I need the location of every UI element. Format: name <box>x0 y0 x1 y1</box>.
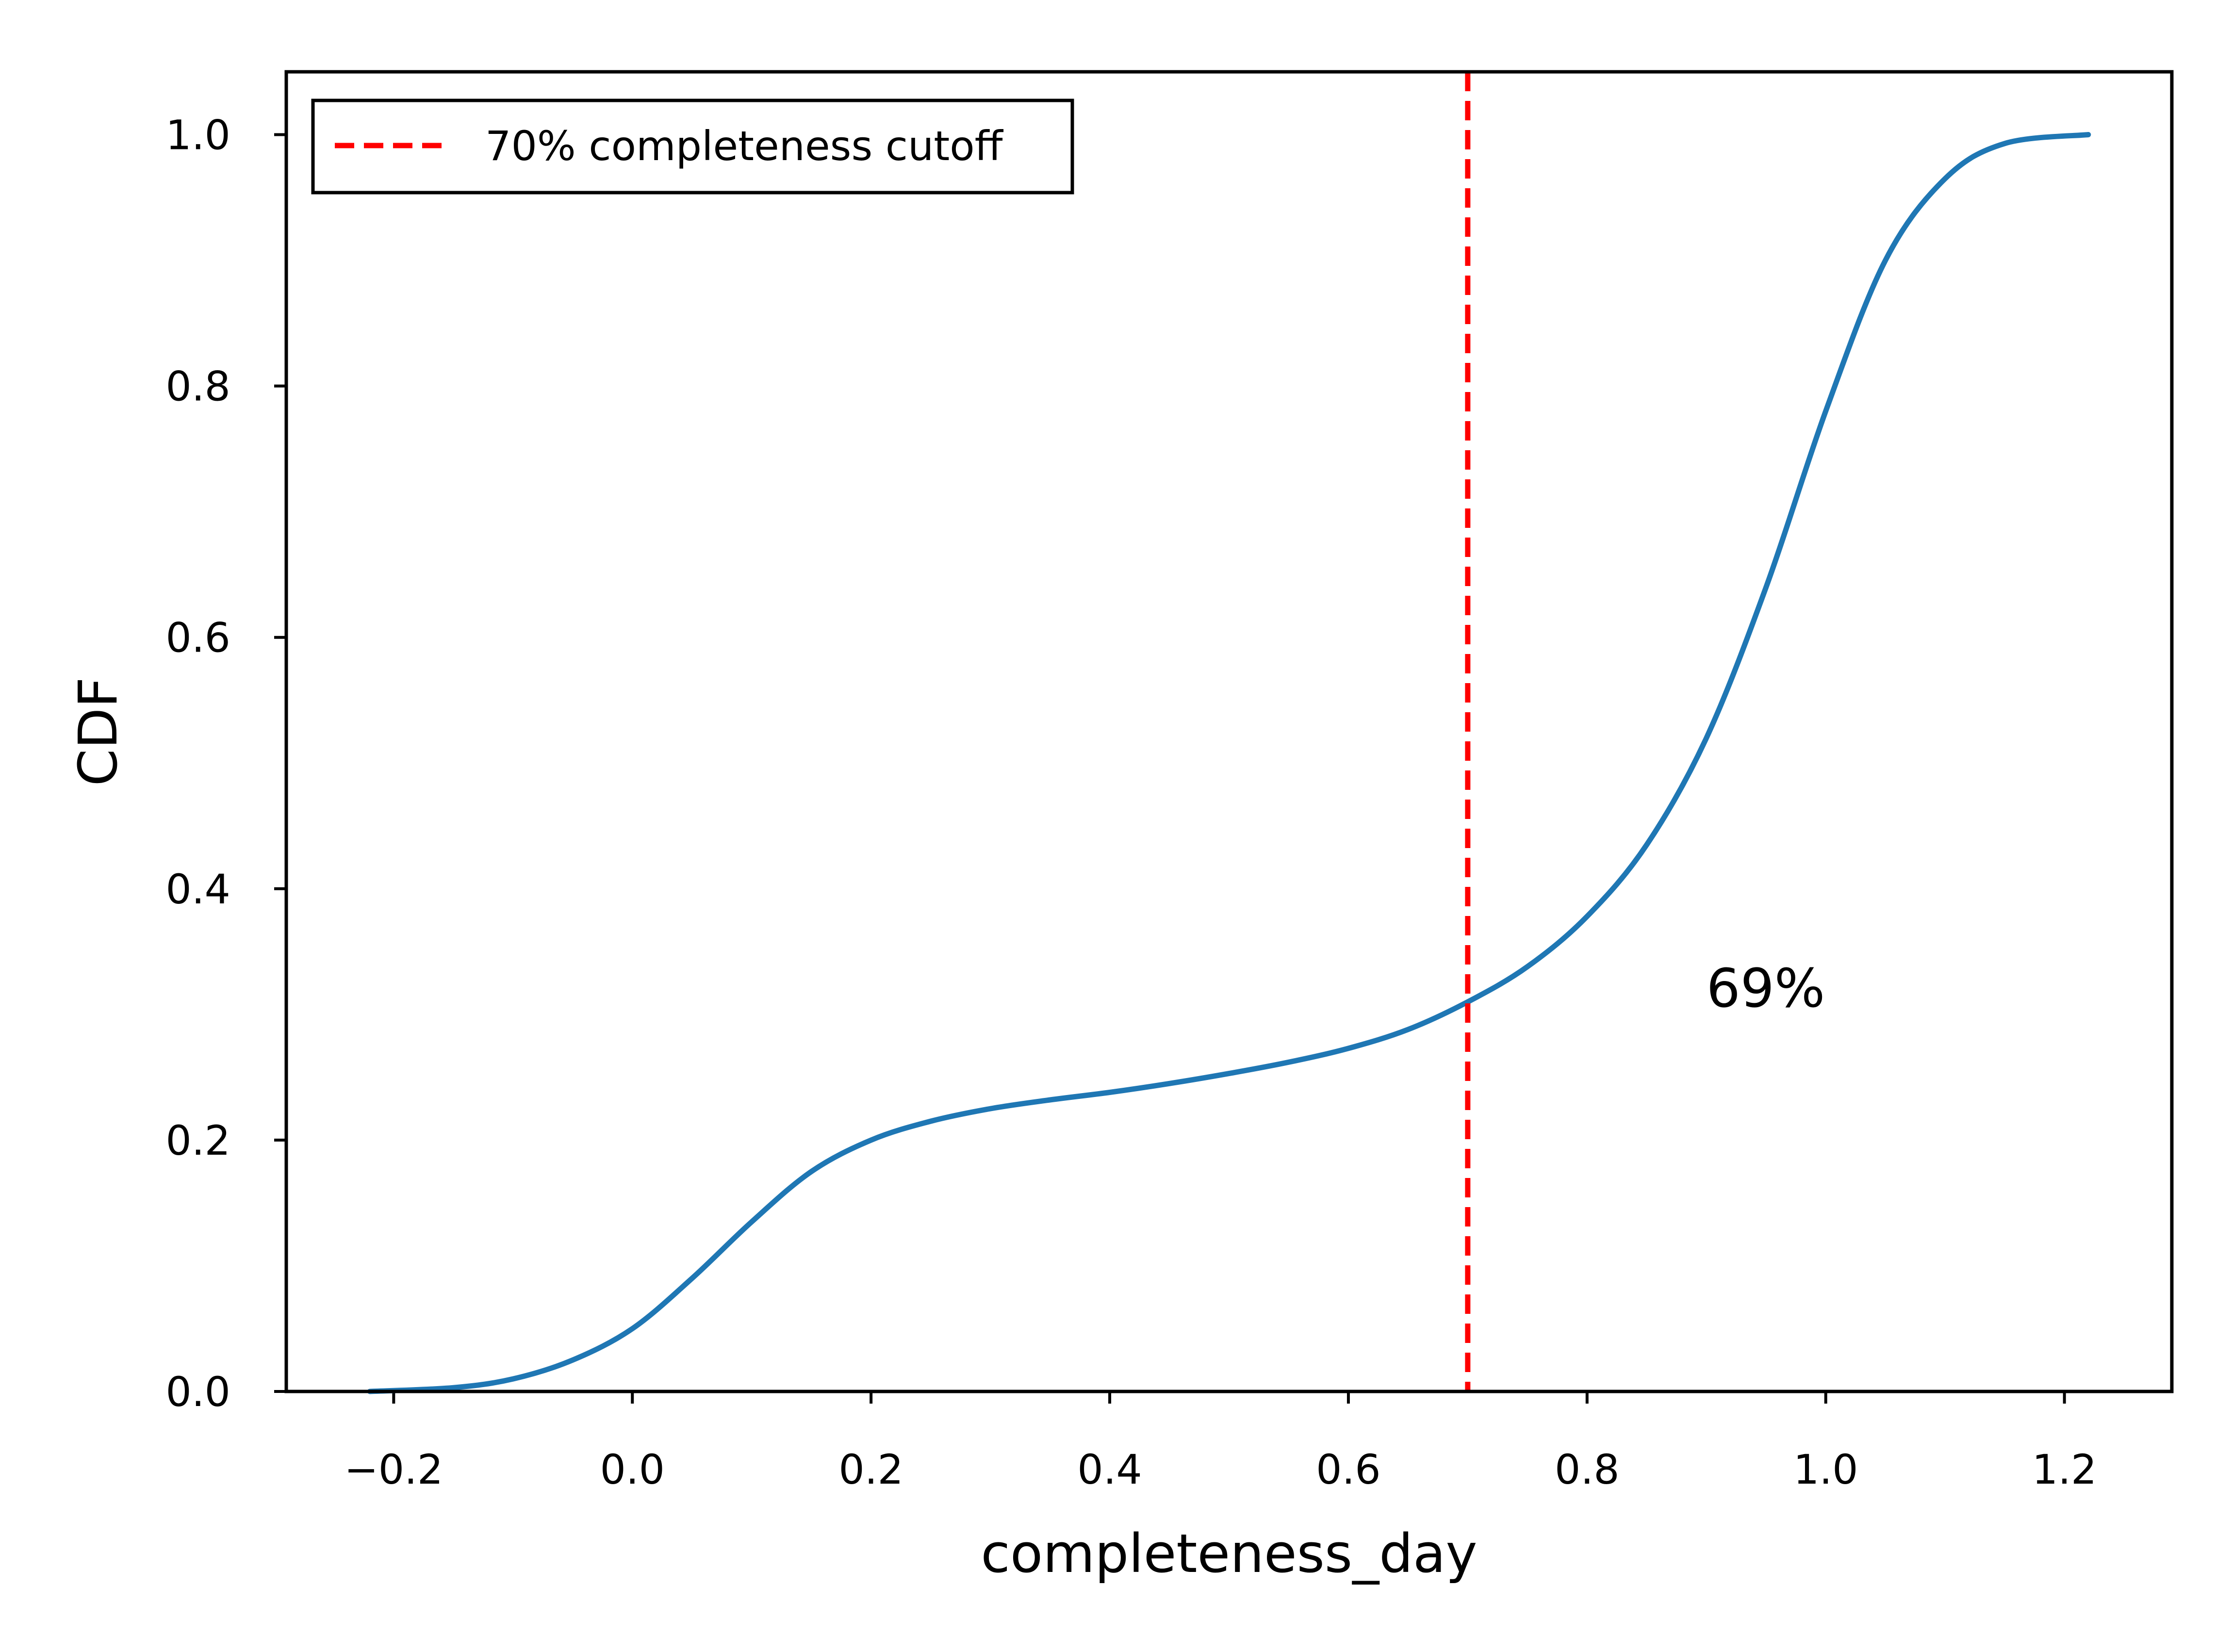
x-tick-label: 0.2 <box>838 1446 903 1493</box>
x-tick-label: 1.2 <box>2032 1446 2097 1493</box>
y-axis-ticks: 0.0 0.2 0.4 0.6 0.8 1.0 <box>165 112 286 1416</box>
y-tick-label: 1.0 <box>165 112 230 159</box>
plot-frame <box>284 70 2174 1393</box>
plot-area <box>286 72 2172 1391</box>
annotation-label: 69% <box>1707 957 1825 1019</box>
y-tick-label: 0.4 <box>165 866 230 913</box>
y-tick-label: 0.8 <box>165 363 230 410</box>
x-tick-label: −0.2 <box>344 1446 443 1493</box>
x-tick-label: 0.6 <box>1316 1446 1381 1493</box>
x-tick-label: 0.4 <box>1077 1446 1142 1493</box>
y-tick-label: 0.6 <box>165 614 230 662</box>
x-tick-label: 1.0 <box>1793 1446 1858 1493</box>
y-axis-title: CDF <box>67 677 129 786</box>
legend: 70% completeness cutoff <box>311 98 1074 195</box>
x-axis-ticks: −0.2 0.0 0.2 0.4 0.6 0.8 1.0 1.2 <box>344 1391 2097 1493</box>
legend-label-cutoff: 70% completeness cutoff <box>485 122 1004 170</box>
x-tick-label: 0.0 <box>600 1446 665 1493</box>
x-tick-label: 0.8 <box>1555 1446 1620 1493</box>
y-tick-label: 0.0 <box>165 1368 230 1416</box>
cdf-series-line <box>367 132 2091 1394</box>
x-axis-title: completeness_day <box>981 1522 1477 1585</box>
y-tick-label: 0.2 <box>165 1117 230 1164</box>
